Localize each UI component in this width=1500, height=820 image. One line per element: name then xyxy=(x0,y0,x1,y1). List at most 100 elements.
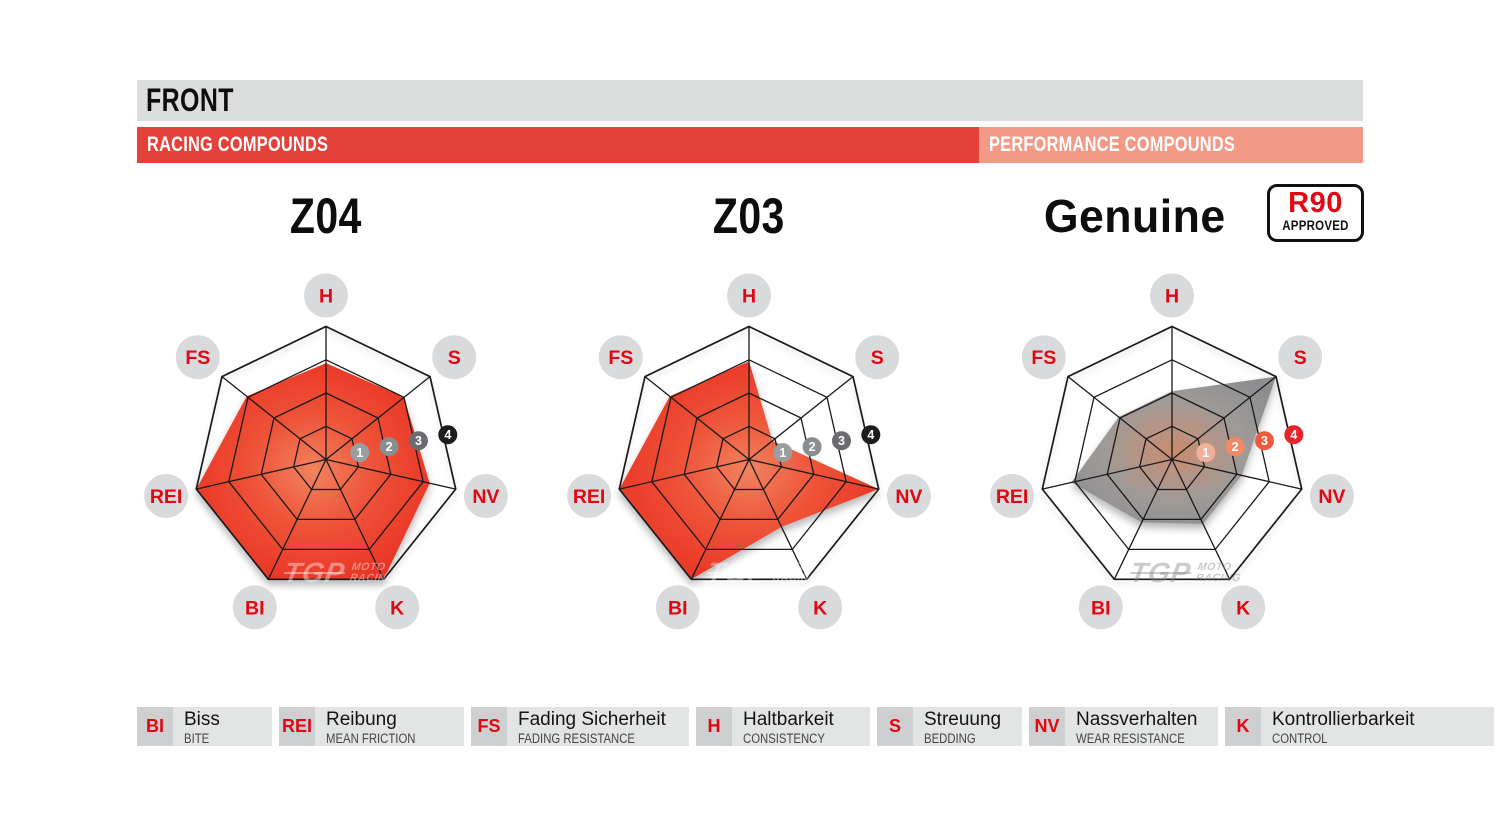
axis-label-text: S xyxy=(448,347,461,369)
axis-label-circle xyxy=(1021,335,1066,380)
axis-label-text: FS xyxy=(1031,347,1056,369)
spoke-FS xyxy=(1067,376,1173,461)
axis-label-text: H xyxy=(742,286,756,308)
scale-badge-circle xyxy=(861,425,881,445)
legend-abbr-rei: REI xyxy=(279,707,315,746)
scale-badge-2: 2 xyxy=(802,437,822,457)
legend-item-k: K Kontrollierbarkeit CONTROL xyxy=(1225,707,1494,746)
axis-label-circle xyxy=(432,335,477,380)
axis-label-circle xyxy=(798,585,843,630)
scale-badge-circle xyxy=(350,443,370,463)
axis-label-circle xyxy=(567,474,612,518)
scale-badge-3: 3 xyxy=(832,431,851,451)
axis-label-text: K xyxy=(1236,597,1250,619)
spoke-FS xyxy=(644,376,750,461)
axis-label-text: REI xyxy=(573,486,606,508)
axis-label-FS: FS xyxy=(598,335,643,380)
axis-label-circle xyxy=(598,335,643,380)
grid-ring-4 xyxy=(618,325,880,581)
scale-badge-circle xyxy=(802,437,822,457)
scale-badge-circle xyxy=(409,431,428,451)
spoke-K xyxy=(1171,459,1231,580)
grid-rings xyxy=(228,359,424,551)
scale-badge-number: 1 xyxy=(779,446,786,460)
r90-approved-badge: R90 APPROVED xyxy=(1267,184,1364,242)
axis-label-H: H xyxy=(304,273,348,318)
legend-item-fs: FS Fading Sicherheit FADING RESISTANCE xyxy=(471,707,689,746)
axis-label-circle xyxy=(1221,585,1266,630)
scale-badge-circle xyxy=(773,443,793,463)
axis-label-circle xyxy=(727,273,771,318)
scale-badge-number: 4 xyxy=(1290,428,1297,442)
approved-label: APPROVED xyxy=(1282,218,1349,233)
axis-label-text: NV xyxy=(1318,486,1345,508)
grid-ring-3 xyxy=(228,359,424,551)
axis-label-text: H xyxy=(1165,286,1179,308)
axis-label-H: H xyxy=(1150,273,1194,318)
grid-spokes xyxy=(619,326,879,580)
legend-abbr-nv: NV xyxy=(1029,707,1065,746)
legend-de: Kontrollierbarkeit xyxy=(1272,709,1415,730)
axis-label-S: S xyxy=(855,335,900,380)
radar-chart-genuine: 1 2 3 4 H S NV K BI REI FS TGP MOTO RACING xyxy=(982,265,1362,685)
axis-label-text: REI xyxy=(996,486,1029,508)
radar-chart-z03: 1 2 3 4 H S NV K BI REI FS TGP MOTO RACING xyxy=(559,265,939,685)
radar-svg-genuine: 1 2 3 4 H S NV K BI REI FS xyxy=(990,273,1354,630)
spoke-BI xyxy=(690,459,750,580)
scale-badge-number: 4 xyxy=(444,428,451,442)
scale-badge-circle xyxy=(1255,431,1274,451)
scale-badge-circle xyxy=(832,431,851,451)
grid-ring-2 xyxy=(260,392,392,521)
legend-de: Streuung xyxy=(924,709,1002,730)
spoke-S xyxy=(325,376,431,461)
legend-item-s: S Streuung BEDDING xyxy=(877,707,1022,746)
axis-label-circle xyxy=(1278,335,1323,380)
axis-label-REI: REI xyxy=(990,474,1035,518)
legend-item-h: H Haltbarkeit CONSISTENCY xyxy=(696,707,870,746)
spoke-NV xyxy=(325,458,456,490)
axis-label-REI: REI xyxy=(567,474,612,518)
scale-badge-3: 3 xyxy=(409,431,428,451)
spoke-FS xyxy=(221,376,327,461)
legend-de: Reibung xyxy=(326,709,397,730)
axis-label-text: BI xyxy=(1091,597,1111,619)
axis-labels: H S NV K BI REI FS xyxy=(144,273,508,630)
scale-badge-4: 4 xyxy=(1284,425,1304,445)
chart-title-z03: Z03 xyxy=(713,188,785,244)
axis-label-circle xyxy=(144,474,189,518)
axis-label-circle xyxy=(1150,273,1194,318)
grid-rings xyxy=(651,359,847,551)
legend-en: WEAR RESISTANCE xyxy=(1076,731,1185,746)
axis-label-text: K xyxy=(390,597,404,619)
scale-badges: 1 2 3 4 xyxy=(350,425,458,463)
racing-compounds-label: RACING COMPOUNDS xyxy=(147,133,329,156)
spoke-NV xyxy=(1171,458,1302,490)
axis-label-text: BI xyxy=(668,597,688,619)
axis-label-text: K xyxy=(813,597,827,619)
axis-label-circle xyxy=(1078,585,1123,630)
legend-abbr-h: H xyxy=(696,707,732,746)
legend-de: Nassverhalten xyxy=(1076,709,1198,730)
scale-badges: 1 2 3 4 xyxy=(1196,425,1304,463)
spoke-S xyxy=(748,376,854,461)
axis-label-text: NV xyxy=(472,486,499,508)
legend-de: Haltbarkeit xyxy=(743,709,834,730)
axis-label-K: K xyxy=(798,585,843,630)
scale-badge-4: 4 xyxy=(438,425,458,445)
axis-label-text: NV xyxy=(895,486,922,508)
grid-ring-1 xyxy=(292,425,360,491)
scale-badge-number: 4 xyxy=(867,428,874,442)
chart-title-z04: Z04 xyxy=(290,188,362,244)
axis-label-circle xyxy=(304,273,348,318)
axis-label-circle xyxy=(990,474,1035,518)
legend-en: CONTROL xyxy=(1272,731,1328,746)
scale-badge-number: 1 xyxy=(356,446,363,460)
spoke-REI xyxy=(196,458,327,490)
axis-label-REI: REI xyxy=(144,474,189,518)
data-polygon-z04 xyxy=(196,363,430,580)
axis-label-circle xyxy=(1309,474,1354,518)
scale-badge-number: 2 xyxy=(386,440,393,454)
grid-rings xyxy=(1074,359,1270,551)
axis-label-circle xyxy=(886,474,931,518)
scale-badge-number: 3 xyxy=(1261,434,1268,448)
